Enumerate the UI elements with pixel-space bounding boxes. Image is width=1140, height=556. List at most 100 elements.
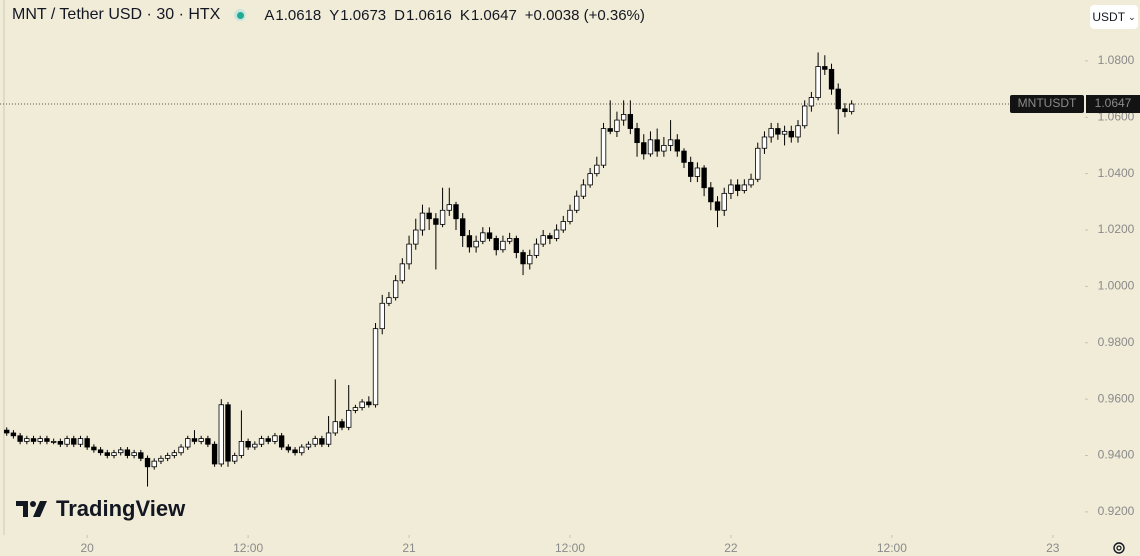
- candle: [372, 323, 379, 408]
- candle: [339, 418, 345, 431]
- candle-body: [205, 438, 211, 445]
- candle-body: [272, 435, 278, 442]
- candle-body: [111, 452, 117, 456]
- candle-body: [265, 438, 271, 442]
- candle-body: [413, 229, 419, 245]
- candle: [567, 204, 573, 225]
- settings-icon[interactable]: [1113, 542, 1125, 554]
- currency-selector[interactable]: USDT ⌄: [1090, 5, 1138, 29]
- candle-body: [17, 435, 23, 442]
- candle: [815, 52, 821, 101]
- x-tick-label: 20: [80, 541, 94, 555]
- candle-body: [701, 167, 707, 189]
- candle-body: [547, 235, 553, 239]
- candle: [533, 238, 540, 259]
- candle: [768, 122, 774, 143]
- candle-body: [164, 455, 171, 459]
- candle: [332, 379, 338, 436]
- candle-body: [594, 164, 600, 175]
- close-value: 1.0647: [470, 6, 517, 24]
- open-label: A: [264, 6, 275, 24]
- candle-body: [446, 204, 452, 211]
- candle: [185, 435, 191, 450]
- candle: [553, 224, 560, 242]
- candle-body: [453, 204, 459, 220]
- candle-body: [339, 421, 345, 428]
- candle: [91, 444, 97, 453]
- candle: [124, 447, 131, 459]
- candle-body: [131, 452, 137, 456]
- candle-body: [466, 235, 473, 248]
- candle: [238, 410, 245, 459]
- candle-body: [44, 438, 50, 442]
- candle-body: [520, 252, 526, 265]
- candle-body: [500, 240, 506, 251]
- candle-body: [761, 136, 768, 149]
- candle: [57, 438, 64, 448]
- candle: [164, 452, 171, 462]
- candle-body: [238, 441, 245, 456]
- candle: [392, 275, 399, 301]
- candle: [788, 125, 794, 143]
- candle-body: [620, 114, 627, 121]
- symbol-title[interactable]: MNT / Tether USD · 30 · HTX: [12, 6, 221, 23]
- candle: [627, 100, 634, 135]
- candle-body: [661, 145, 667, 152]
- candle: [399, 258, 406, 284]
- candle-body: [567, 209, 573, 222]
- candle: [211, 441, 218, 467]
- candle-body: [781, 130, 788, 135]
- candle-body: [748, 178, 754, 186]
- brand-logo: TradingView: [16, 496, 185, 522]
- candle-body: [191, 438, 198, 442]
- candle-body: [138, 452, 144, 459]
- candle-body: [366, 401, 372, 406]
- y-tick-label: 0.9400: [1098, 448, 1135, 462]
- low-label: D: [394, 6, 405, 24]
- market-status[interactable]: [234, 9, 247, 21]
- price-tag: 1.0647: [1095, 96, 1132, 110]
- candle-body: [151, 460, 157, 468]
- candle-body: [641, 142, 647, 155]
- candle-body: [721, 192, 727, 211]
- brand-name: TradingView: [56, 496, 186, 521]
- brand-icon: [16, 501, 47, 517]
- candle-body: [654, 139, 660, 152]
- candle-body: [392, 280, 399, 299]
- candle: [694, 162, 701, 183]
- candle-body: [560, 221, 566, 231]
- candle-body: [211, 443, 218, 465]
- candle-body: [144, 457, 151, 468]
- candle-body: [674, 139, 680, 152]
- candle: [480, 227, 486, 245]
- close-label: K: [459, 6, 470, 24]
- symbol-tag: MNTUSDT: [1018, 96, 1077, 110]
- candle-body: [574, 195, 580, 211]
- candle: [158, 455, 164, 464]
- candle-body: [299, 446, 305, 454]
- candle: [426, 207, 432, 231]
- candle: [178, 444, 184, 456]
- candle: [439, 187, 446, 228]
- candle: [299, 444, 305, 456]
- candle-body: [708, 187, 714, 203]
- candle: [741, 179, 748, 194]
- candle: [848, 100, 855, 115]
- candle-body: [634, 128, 640, 144]
- candle: [473, 235, 479, 253]
- candle: [292, 447, 298, 456]
- candle: [17, 432, 23, 445]
- candle: [493, 235, 499, 256]
- open-value: 1.0618: [275, 6, 322, 24]
- candle-body: [305, 443, 312, 448]
- y-tick-label: 1.0200: [1098, 222, 1135, 236]
- candle-body: [460, 218, 466, 237]
- candle: [151, 458, 157, 470]
- candle: [312, 435, 318, 448]
- candle-body: [775, 128, 781, 135]
- candle-body: [493, 238, 499, 251]
- x-tick-label: 12:00: [555, 541, 585, 555]
- candle: [808, 91, 815, 112]
